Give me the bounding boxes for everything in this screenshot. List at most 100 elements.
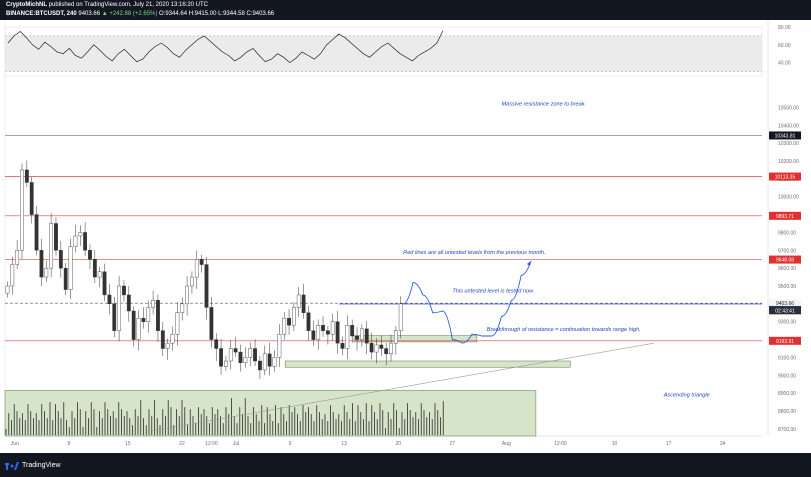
candle-body	[88, 250, 92, 260]
price-level-badge	[769, 336, 801, 345]
price-tick-label: 9700.00	[778, 248, 796, 254]
price-tick-label: 8700.00	[778, 427, 796, 433]
price-level-badge	[769, 299, 801, 308]
candle-body	[287, 317, 291, 326]
price-tick-label: 10200.00	[778, 159, 799, 165]
candle-body	[194, 259, 199, 278]
candle-body	[146, 307, 151, 322]
price-change: ▲ +242.88 (+2.65%)	[101, 11, 158, 17]
projection-arrowhead	[526, 261, 531, 266]
candle-body	[311, 330, 316, 340]
candle-body	[151, 300, 155, 308]
price-level-label: 10343.81	[775, 133, 796, 139]
candle-body	[141, 317, 146, 322]
price-tick-label: 10400.00	[778, 123, 799, 129]
candle-body	[282, 317, 287, 335]
candle-body	[44, 267, 49, 278]
price-level-badge	[769, 131, 801, 140]
candle-body	[214, 339, 219, 349]
candle-body	[39, 250, 44, 278]
candle-body	[267, 353, 272, 367]
price-tick-label: 10300.00	[778, 141, 799, 147]
candle-body	[58, 250, 63, 269]
candle-body	[5, 285, 10, 294]
oscillator-line	[7, 30, 444, 64]
oscillator-tick-label: 80.00	[778, 25, 791, 31]
tradingview-logo-icon	[5, 461, 19, 470]
candle-body	[389, 342, 393, 355]
candle-body	[233, 348, 238, 353]
price-tick-label: 9500.00	[778, 284, 796, 290]
candle-body	[54, 223, 58, 251]
candle-body	[316, 325, 321, 340]
time-tick-label: Jul	[233, 441, 239, 447]
candle-body	[136, 317, 141, 340]
price-tick-label: 9000.00	[778, 373, 796, 379]
time-tick-label: 24	[720, 441, 726, 447]
header-bar: CryptoMichNL published on TradingView.co…	[0, 0, 811, 20]
chart-annotation: Red lines are all untested levels from t…	[403, 250, 545, 256]
ascending-trendline	[152, 342, 654, 431]
candle-body	[301, 294, 306, 313]
candle-body	[209, 307, 214, 340]
candle-body	[165, 342, 170, 349]
projection-path	[403, 260, 532, 344]
time-tick-label: 13	[341, 441, 347, 447]
price-level-label: 10113.35	[775, 175, 796, 181]
candle-body	[190, 276, 194, 287]
published-info: published on TradingView.com, July 21, 2…	[48, 2, 208, 8]
candle-body	[102, 271, 107, 296]
time-tick-label: Aug	[502, 441, 511, 447]
candle-body	[73, 235, 78, 247]
candle-body	[92, 259, 97, 278]
time-tick-label: 17	[666, 441, 672, 447]
time-tick-label: 10	[612, 441, 618, 447]
candle-body	[374, 344, 379, 353]
candle-body	[112, 303, 117, 331]
candle-body	[204, 264, 209, 308]
price-level-badge	[769, 172, 801, 181]
time-tick-label: 22	[179, 441, 185, 447]
candle-body	[29, 182, 34, 215]
candle-body	[384, 348, 389, 355]
candle-body	[292, 307, 296, 326]
support-zone	[284, 360, 571, 368]
oscillator-band	[5, 35, 762, 72]
candle-body	[321, 325, 325, 331]
price-tick-label: 9100.00	[778, 355, 796, 361]
countdown-badge	[769, 306, 801, 315]
candle-body	[272, 357, 277, 367]
candle-body	[224, 360, 228, 367]
price-tick-label: 10500.00	[778, 105, 799, 111]
chart-annotation: Breakthrough of resistance = continuatio…	[487, 327, 641, 333]
price-panel: 10500.0010400.0010300.0010200.0010100.00…	[4, 20, 801, 447]
candle-body	[277, 334, 282, 358]
candle-body	[296, 294, 301, 308]
time-tick-label: 12:00	[205, 441, 218, 447]
candle-body	[253, 348, 257, 362]
time-tick-label: 12:00	[554, 441, 567, 447]
price-level-badge	[769, 255, 801, 264]
candle-body	[393, 330, 398, 344]
oscillator-panel: 80.00 60.00 40.00	[4, 25, 791, 77]
candle-body	[122, 285, 126, 296]
chart-annotation: Massive resistance zone to break.	[501, 102, 586, 108]
price-tick-label: 9800.00	[778, 230, 796, 236]
price-level-badge	[769, 211, 801, 220]
countdown-label: 02:43:41	[775, 308, 795, 314]
oscillator-tick-label: 40.00	[778, 61, 791, 67]
candle-body	[238, 351, 243, 363]
time-tick-label: 6	[289, 441, 292, 447]
candle-body	[97, 271, 102, 278]
candle-body	[355, 335, 359, 340]
candle-body	[330, 321, 335, 335]
candle-body	[243, 357, 248, 363]
tradingview-brand[interactable]: TradingView	[5, 458, 61, 472]
candle-body	[49, 223, 54, 269]
candle-body	[24, 169, 29, 183]
oscillator-tick-label: 60.00	[778, 43, 791, 49]
candle-body	[335, 321, 340, 344]
candle-body	[180, 303, 185, 313]
